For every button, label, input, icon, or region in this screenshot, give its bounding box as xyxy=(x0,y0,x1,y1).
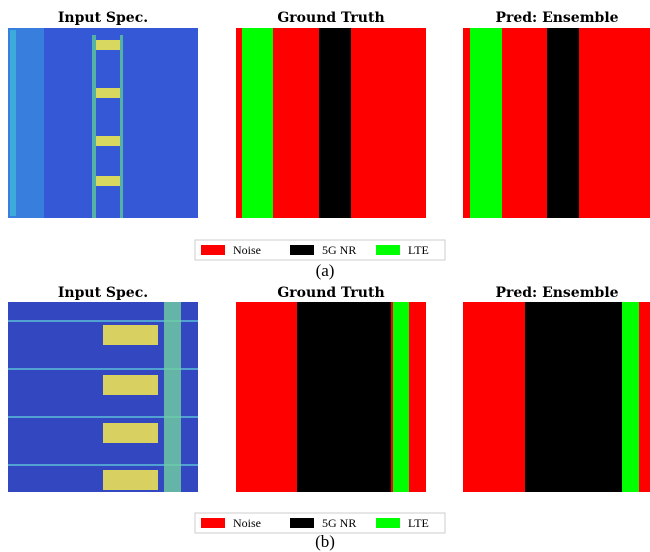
legend-label: LTE xyxy=(408,516,429,530)
panel-title: Input Spec. xyxy=(58,285,148,301)
segmentation-map xyxy=(236,28,426,218)
spectrogram xyxy=(8,28,198,218)
legend-label: 5G NR xyxy=(322,243,356,257)
legend-label: 5G NR xyxy=(322,516,356,530)
figure: Input Spec. Ground Truth Pred: Ensemble … xyxy=(0,0,650,552)
spectrogram xyxy=(8,302,198,492)
legend-swatch xyxy=(290,518,314,528)
legend-swatch xyxy=(376,518,400,528)
panel-title: Ground Truth xyxy=(277,285,384,301)
legend-swatch xyxy=(201,518,225,528)
legend-label: Noise xyxy=(233,516,261,530)
caption: (a) xyxy=(316,261,335,280)
legend-swatch xyxy=(290,245,314,255)
legend-label: LTE xyxy=(408,243,429,257)
legend-swatch xyxy=(376,245,400,255)
panel-title: Pred: Ensemble xyxy=(495,285,618,301)
legend: Noise 5G NR LTE xyxy=(195,513,445,533)
panel-title: Pred: Ensemble xyxy=(495,10,618,26)
panel-title: Ground Truth xyxy=(277,10,384,26)
segmentation-map xyxy=(236,302,426,492)
panel-title: Input Spec. xyxy=(58,10,148,26)
caption: (b) xyxy=(315,532,335,551)
legend-swatch xyxy=(201,245,225,255)
segmentation-map xyxy=(463,302,650,492)
legend: Noise 5G NR LTE xyxy=(195,240,445,260)
legend-label: Noise xyxy=(233,243,261,257)
segmentation-map xyxy=(463,28,650,218)
